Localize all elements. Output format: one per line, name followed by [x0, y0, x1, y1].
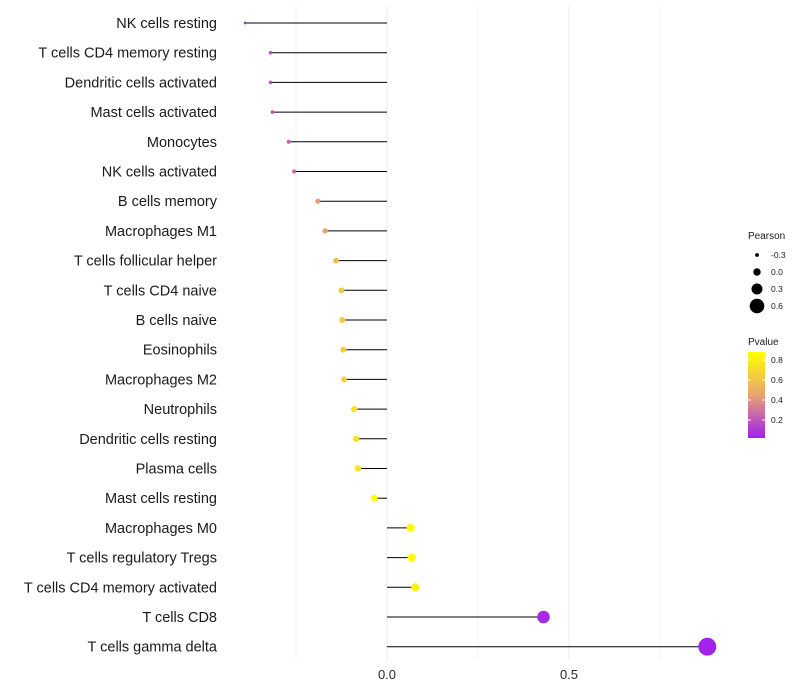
category-label: Plasma cells: [136, 462, 217, 478]
size-legend-title: Pearson: [748, 231, 785, 242]
category-label: Monocytes: [147, 135, 217, 151]
lollipop-point: [339, 317, 346, 323]
category-label: NK cells resting: [116, 16, 217, 32]
category-label: Macrophages M1: [105, 224, 217, 240]
lollipop-point: [698, 637, 717, 656]
category-label: T cells CD4 memory activated: [24, 580, 217, 596]
lollipop-point: [292, 169, 297, 174]
category-label: T cells CD4 naive: [104, 283, 217, 299]
size-legend-label: 0.3: [771, 284, 783, 294]
category-label: B cells memory: [118, 194, 218, 210]
category-label: Macrophages M0: [105, 521, 217, 537]
category-label: B cells naive: [136, 313, 217, 329]
category-label: T cells CD4 memory resting: [38, 46, 217, 62]
lollipop-point: [270, 110, 275, 114]
lollipop-point: [315, 198, 321, 204]
category-label: Mast cells resting: [105, 491, 217, 507]
size-legend-label: 0.0: [771, 267, 783, 277]
colorbar-label: 0.2: [771, 415, 783, 425]
grid-lines: [295, 6, 661, 660]
color-legend-title: Pvalue: [748, 337, 779, 348]
category-label: Dendritic cells resting: [79, 432, 217, 448]
category-labels: NK cells resting T cells CD4 memory resti…: [24, 16, 218, 656]
lollipop-point: [351, 405, 358, 413]
category-label: T cells CD8: [142, 610, 217, 626]
size-legend-label: 0.6: [771, 301, 783, 311]
category-label: Neutrophils: [144, 402, 217, 418]
lollipop-point: [352, 435, 360, 442]
category-label: Eosinophils: [143, 343, 217, 359]
category-label: Mast cells activated: [90, 105, 217, 121]
x-axis-ticks: 0.0 0.5: [378, 667, 578, 682]
size-legend-label: -0.3: [771, 250, 786, 260]
lollipop-point: [341, 376, 348, 383]
size-legend-key: [753, 268, 761, 276]
size-legend-key: [749, 298, 765, 314]
category-label: Macrophages M2: [105, 372, 217, 388]
stems: [245, 22, 708, 648]
points: [243, 21, 717, 656]
lollipop-point: [333, 257, 339, 264]
category-label: Dendritic cells activated: [65, 75, 217, 91]
category-label: T cells gamma delta: [88, 640, 218, 656]
lollipop-point: [340, 346, 347, 353]
lollipop-point: [370, 494, 378, 502]
pvalue-color-legend: Pvalue 0.2 0.4 0.6 0.8: [748, 337, 783, 438]
lollipop-point: [406, 523, 415, 532]
pvalue-colorbar: [748, 352, 765, 438]
lollipop-point: [338, 287, 345, 294]
size-legend-key: [751, 283, 763, 295]
lollipop-point: [407, 553, 416, 562]
colorbar-label: 0.4: [771, 395, 783, 405]
x-tick-label: 0.0: [378, 667, 396, 682]
lollipop-point: [268, 50, 273, 55]
lollipop-point: [354, 465, 362, 472]
lollipop-point: [411, 583, 420, 592]
size-legend-key: [755, 253, 759, 257]
colorbar-label: 0.6: [771, 375, 783, 385]
category-label: T cells regulatory Tregs: [67, 551, 217, 567]
lollipop-point: [268, 80, 273, 85]
category-label: T cells follicular helper: [74, 254, 217, 270]
colorbar-label: 0.8: [771, 355, 783, 365]
pearson-size-legend: Pearson -0.3 0.0 0.3 0.6: [748, 231, 786, 314]
lollipop-point: [322, 228, 328, 234]
lollipop-point: [537, 610, 550, 624]
category-label: NK cells activated: [102, 165, 217, 181]
lollipop-point: [286, 139, 291, 144]
lollipop-point: [243, 21, 247, 25]
x-tick-label: 0.5: [560, 667, 578, 682]
